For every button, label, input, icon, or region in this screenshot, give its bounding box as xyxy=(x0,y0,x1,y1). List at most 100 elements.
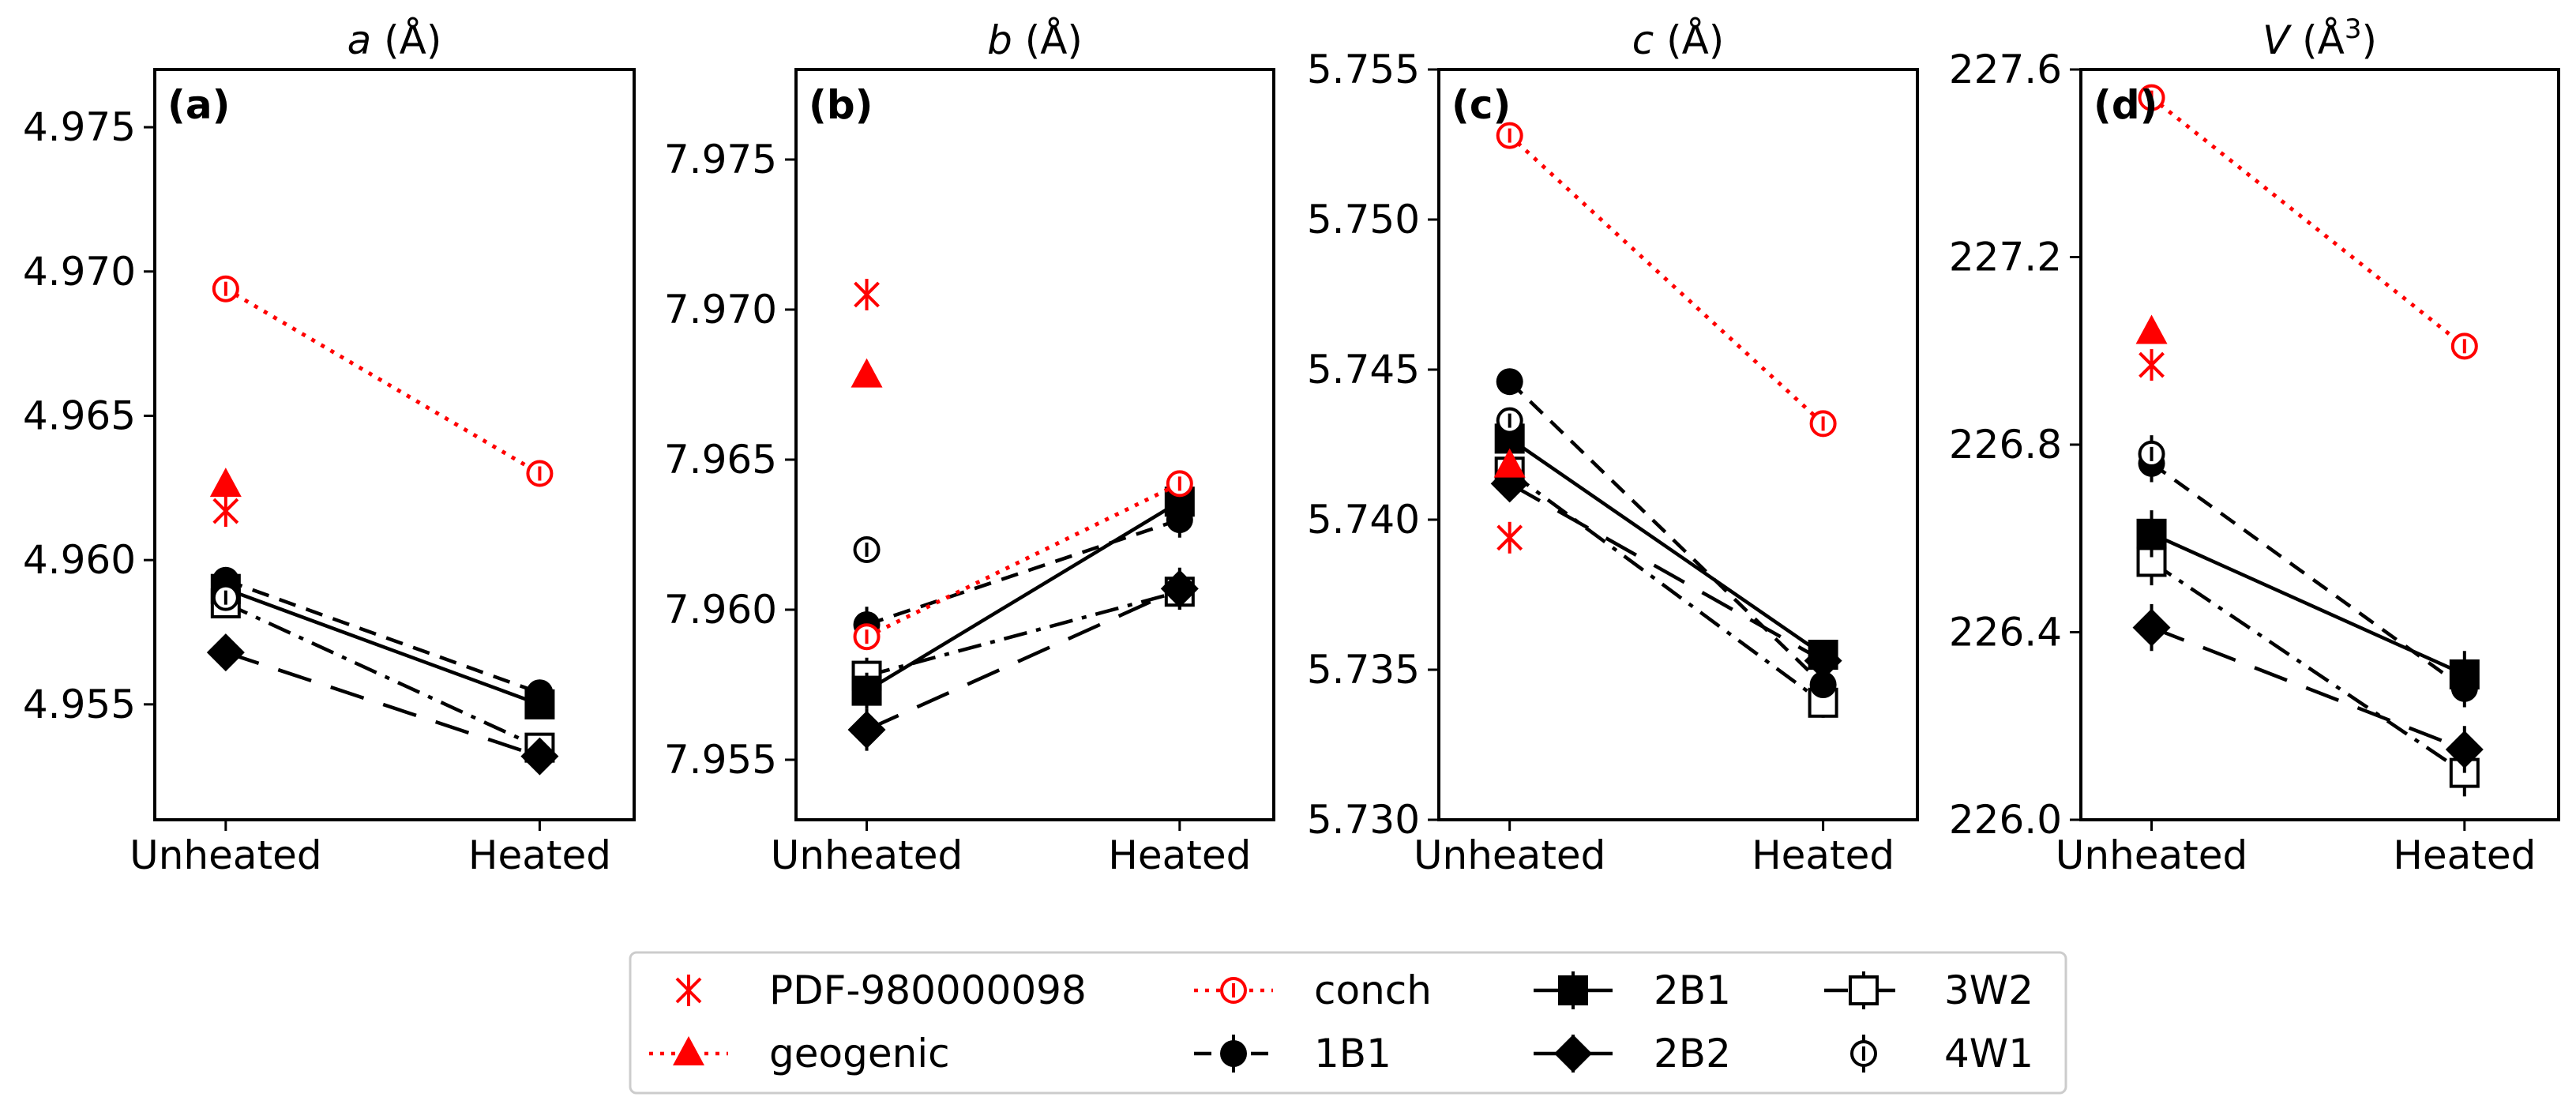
legend: PDF-980000098 geogenic conch 1B1 2B1 2B2 3W2 4W… xyxy=(629,951,2067,1095)
series-1b1 xyxy=(1496,368,1837,698)
series-3w2 xyxy=(851,573,1195,694)
series-conch xyxy=(212,275,554,487)
series-3w2 xyxy=(2136,538,2480,797)
legend-entry-geogenic: geogenic xyxy=(649,1031,950,1076)
series-conch xyxy=(2138,84,2478,360)
series-pdf-980000098 xyxy=(2139,349,2165,381)
series-2b2 xyxy=(1490,464,1842,680)
panel-title: b (Å) xyxy=(987,17,1083,63)
series-3w2 xyxy=(1494,456,1838,718)
y-tick-label: 227.2 xyxy=(1949,235,2062,280)
series-line xyxy=(866,587,1181,732)
legend-label: 2B2 xyxy=(1654,1031,1731,1076)
data-point xyxy=(854,279,880,310)
axes-frame xyxy=(1437,68,1919,821)
series-2b2 xyxy=(2132,603,2484,773)
legend-entry-4w1: 4W1 xyxy=(1850,1031,2033,1076)
series-pdf-980000098 xyxy=(1496,521,1523,554)
legend-marker xyxy=(675,975,702,1006)
y-tick-label: 5.745 xyxy=(1307,347,1420,393)
data-point xyxy=(526,679,554,707)
panel-label: (b) xyxy=(809,82,873,128)
data-point xyxy=(1160,569,1199,608)
series-4w1 xyxy=(853,536,881,563)
x-tick-label: Unheated xyxy=(1414,832,1605,878)
series-4w1 xyxy=(1496,407,1523,434)
data-point xyxy=(1809,671,1837,698)
x-tick-label: Unheated xyxy=(771,832,963,878)
data-point xyxy=(2138,84,2165,111)
data-point xyxy=(1808,640,1838,670)
series-pdf-980000098 xyxy=(212,495,239,528)
series-4w1 xyxy=(212,584,239,611)
panel-title: V (Å3) xyxy=(2262,13,2377,63)
data-point xyxy=(1166,506,1193,533)
legend-label: 1B1 xyxy=(1314,1031,1391,1076)
series-1b1 xyxy=(2138,445,2478,708)
series-line xyxy=(2150,626,2465,752)
axes-frame xyxy=(794,68,1275,821)
x-tick-label: Heated xyxy=(1752,832,1894,878)
series-line xyxy=(225,578,541,695)
legend-marker xyxy=(1220,1040,1247,1067)
data-point xyxy=(1166,470,1193,498)
panel-label: (c) xyxy=(1451,82,1511,128)
series-conch xyxy=(853,470,1193,651)
legend-marker xyxy=(1849,975,1879,1005)
series-line xyxy=(224,601,541,749)
panel-a: a (Å) 4.955 4.960 4.965 4.970 4.975 Unheated He… xyxy=(23,17,636,878)
data-point xyxy=(1493,448,1526,478)
series-line xyxy=(2150,96,2466,348)
series-1b1 xyxy=(212,566,554,707)
y-tick-label: 4.975 xyxy=(23,104,136,150)
legend-entry-pdf-980000098: PDF-980000098 xyxy=(675,967,1087,1013)
legend-marker xyxy=(1220,977,1247,1004)
series-2b2 xyxy=(847,567,1199,751)
data-point xyxy=(2138,440,2165,468)
data-point xyxy=(2450,332,2478,360)
series-line xyxy=(225,650,541,758)
y-tick-label: 227.6 xyxy=(1949,47,2062,92)
series-2b1 xyxy=(851,483,1195,709)
series-line xyxy=(1508,470,1824,704)
panel-title: c (Å) xyxy=(1632,17,1725,63)
series-line xyxy=(866,590,1181,678)
panel-b: b (Å) 7.955 7.960 7.965 7.970 7.975 Unheated He… xyxy=(664,17,1275,878)
data-point xyxy=(526,460,554,487)
legend-frame xyxy=(629,951,2067,1095)
legend-label: PDF-980000098 xyxy=(769,967,1087,1013)
data-point xyxy=(847,711,886,749)
panel-title: a (Å) xyxy=(347,17,442,63)
data-point xyxy=(851,675,882,706)
y-tick-label: 226.4 xyxy=(1949,610,2062,656)
data-point xyxy=(2132,608,2171,647)
series-geogenic xyxy=(1493,448,1526,478)
data-point xyxy=(2136,518,2167,549)
data-point xyxy=(2450,674,2478,702)
series-line xyxy=(1508,482,1824,663)
legend-label: 3W2 xyxy=(1944,967,2033,1013)
y-tick-label: 7.955 xyxy=(664,737,777,783)
data-point xyxy=(212,584,239,611)
legend-entry-conch: conch xyxy=(1194,967,1432,1013)
data-point xyxy=(853,623,881,651)
data-point xyxy=(2139,349,2165,381)
legend-label: 4W1 xyxy=(1944,1031,2033,1076)
legend-entry-2b1: 2B1 xyxy=(1534,967,1731,1013)
series-line xyxy=(866,482,1181,639)
series-line xyxy=(2150,461,2466,690)
data-point xyxy=(206,633,245,672)
series-2b1 xyxy=(2136,510,2480,698)
panel-label: (a) xyxy=(167,82,230,128)
y-tick-label: 4.955 xyxy=(23,682,136,727)
series-2b2 xyxy=(206,633,559,776)
data-point xyxy=(1496,122,1523,149)
legend-label: geogenic xyxy=(769,1031,950,1076)
legend-marker xyxy=(1554,1035,1592,1073)
series-2b1 xyxy=(210,573,555,719)
data-point xyxy=(209,468,242,498)
y-tick-label: 4.965 xyxy=(23,393,136,438)
y-tick-label: 5.740 xyxy=(1307,497,1420,543)
axes-frame xyxy=(153,68,636,821)
data-point xyxy=(2445,730,2484,768)
